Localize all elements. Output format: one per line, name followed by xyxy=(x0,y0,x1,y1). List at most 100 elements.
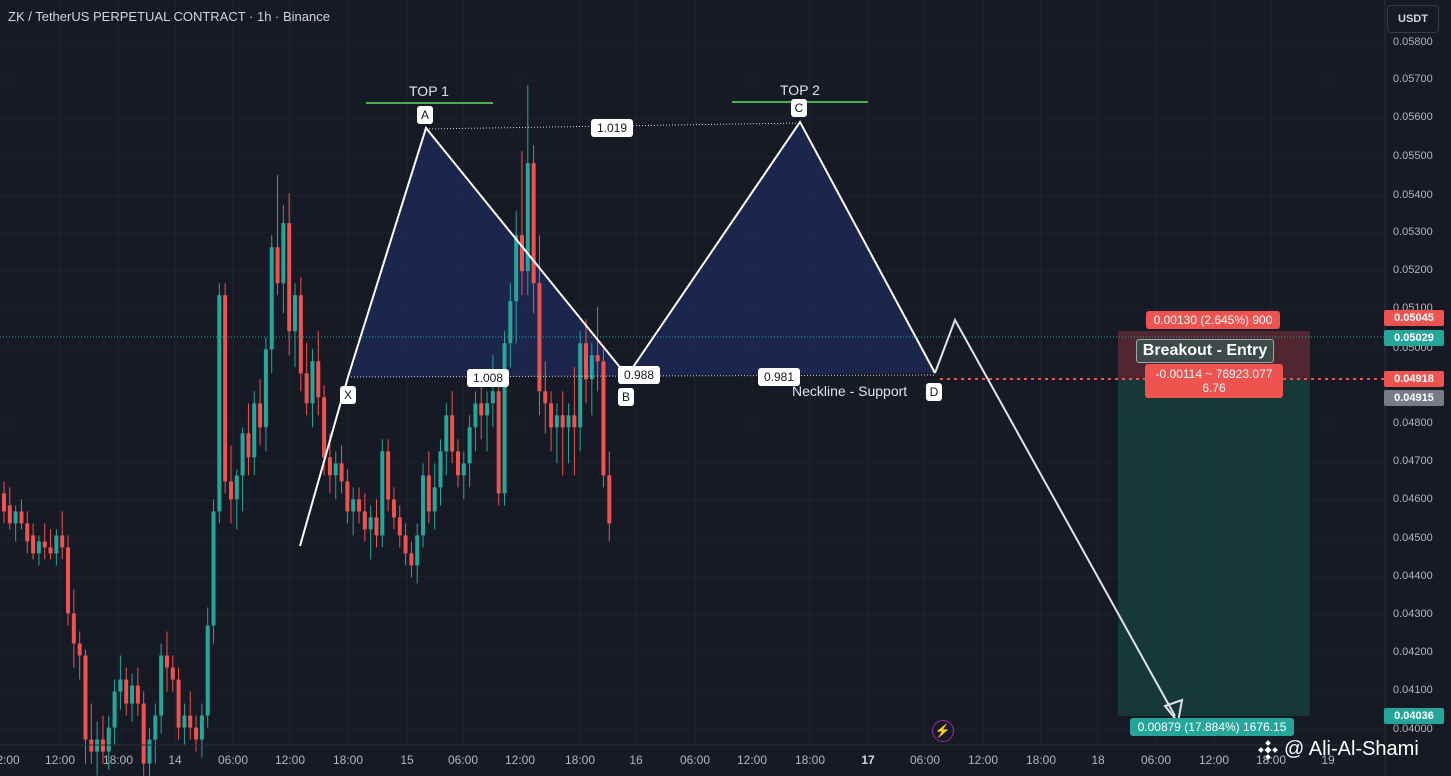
price-tick-label: 0.05500 xyxy=(1393,150,1433,162)
current-price-badge: 0.04915 xyxy=(1384,390,1444,406)
candle xyxy=(31,523,36,560)
candle xyxy=(275,175,280,296)
candle xyxy=(298,277,303,392)
candle xyxy=(543,361,548,434)
candle xyxy=(339,445,344,494)
candle-body xyxy=(327,457,332,476)
candle-body xyxy=(304,373,309,404)
candle-body xyxy=(71,613,76,644)
candle-body xyxy=(95,739,100,752)
time-tick-label: 17 xyxy=(861,753,875,767)
candle-body xyxy=(438,451,443,488)
candle-body xyxy=(223,295,228,482)
candle-body xyxy=(362,511,367,530)
time-tick-label: 06:00 xyxy=(909,753,941,767)
candle xyxy=(246,403,251,476)
stop-price-badge: 0.04036 xyxy=(1384,708,1444,724)
candle xyxy=(304,343,309,416)
top1-label: TOP 1 xyxy=(409,83,449,99)
candle-body xyxy=(66,547,71,614)
candle-body xyxy=(269,247,274,350)
candle xyxy=(188,691,193,740)
candle-body xyxy=(60,535,65,548)
candle xyxy=(310,349,315,428)
candle-body xyxy=(554,415,559,428)
candle-body xyxy=(89,739,94,752)
candle xyxy=(258,379,263,446)
time-tick-label: 19 xyxy=(1321,753,1335,767)
candle-body xyxy=(298,295,303,374)
neckline-label: Neckline - Support xyxy=(792,383,908,399)
candle xyxy=(83,649,88,764)
time-tick-label: 18:00 xyxy=(794,753,826,767)
binance-logo-icon xyxy=(1258,739,1278,760)
candle-body xyxy=(578,343,583,428)
candle-body xyxy=(351,499,356,512)
price-tick-label: 0.04500 xyxy=(1393,532,1433,544)
candle-body xyxy=(228,481,233,500)
candle-body xyxy=(164,655,169,668)
point-a-label[interactable]: A xyxy=(417,106,433,124)
point-c-label[interactable]: C xyxy=(791,99,807,117)
candle-body xyxy=(339,463,344,482)
candle-body xyxy=(54,535,59,554)
time-tick-label: 18:00 xyxy=(1025,753,1057,767)
candle xyxy=(584,319,588,404)
candle-body xyxy=(281,223,286,284)
candle xyxy=(374,499,379,548)
candle-body xyxy=(141,703,146,764)
time-tick-label: 12:00 xyxy=(967,753,999,767)
price-tick-label: 0.04700 xyxy=(1393,455,1433,467)
time-tick-label: 06:00 xyxy=(1140,753,1172,767)
candle-body xyxy=(461,463,466,476)
candle-body xyxy=(100,739,105,752)
profit-target-label: 0.00879 (17.884%) 1676.15 xyxy=(1130,718,1294,736)
point-d-label[interactable]: D xyxy=(926,383,942,401)
candle xyxy=(531,145,536,314)
candle-body xyxy=(2,493,6,512)
candle-body xyxy=(589,355,594,380)
time-tick-label: 06:00 xyxy=(447,753,479,767)
point-b-label[interactable]: B xyxy=(618,388,634,406)
time-tick-label: 18 xyxy=(1091,753,1105,767)
candle xyxy=(426,451,431,524)
candle-body xyxy=(7,505,12,524)
price-tick-label: 0.05600 xyxy=(1393,111,1433,123)
position-info-line1: -0.00114 ~ 76923.077 xyxy=(1155,367,1273,381)
candle xyxy=(118,655,123,710)
candle xyxy=(71,589,76,668)
candle xyxy=(368,505,373,560)
candle xyxy=(578,331,583,452)
candle xyxy=(7,487,12,530)
candle xyxy=(199,703,204,758)
candle xyxy=(589,343,594,416)
candle xyxy=(455,439,460,488)
candle xyxy=(601,349,606,488)
candle xyxy=(479,379,484,440)
candle-body xyxy=(205,625,210,716)
candle xyxy=(252,391,257,476)
candle xyxy=(89,703,94,764)
candle xyxy=(263,337,268,452)
pattern-xabcd-line xyxy=(299,120,936,547)
candlestick-series xyxy=(2,85,612,776)
neckline-dotted xyxy=(347,374,936,378)
candle xyxy=(269,235,274,374)
point-x-label[interactable]: X xyxy=(340,386,356,404)
ratio-0988-label: 0.988 xyxy=(618,366,661,384)
time-tick-label: 06:00 xyxy=(679,753,711,767)
candle xyxy=(100,715,105,764)
currency-button[interactable]: USDT xyxy=(1387,5,1439,33)
price-tick-label: 0.04400 xyxy=(1393,570,1433,582)
candle-body xyxy=(217,295,222,512)
candle xyxy=(554,403,559,464)
candle-body xyxy=(473,403,478,428)
candle xyxy=(223,283,228,494)
pattern-triangle-right xyxy=(627,122,935,376)
candle-body xyxy=(514,235,519,302)
candle-body xyxy=(560,415,565,428)
candle-body xyxy=(147,739,152,764)
candle xyxy=(95,721,100,776)
lightning-icon[interactable]: ⚡ xyxy=(932,720,954,742)
